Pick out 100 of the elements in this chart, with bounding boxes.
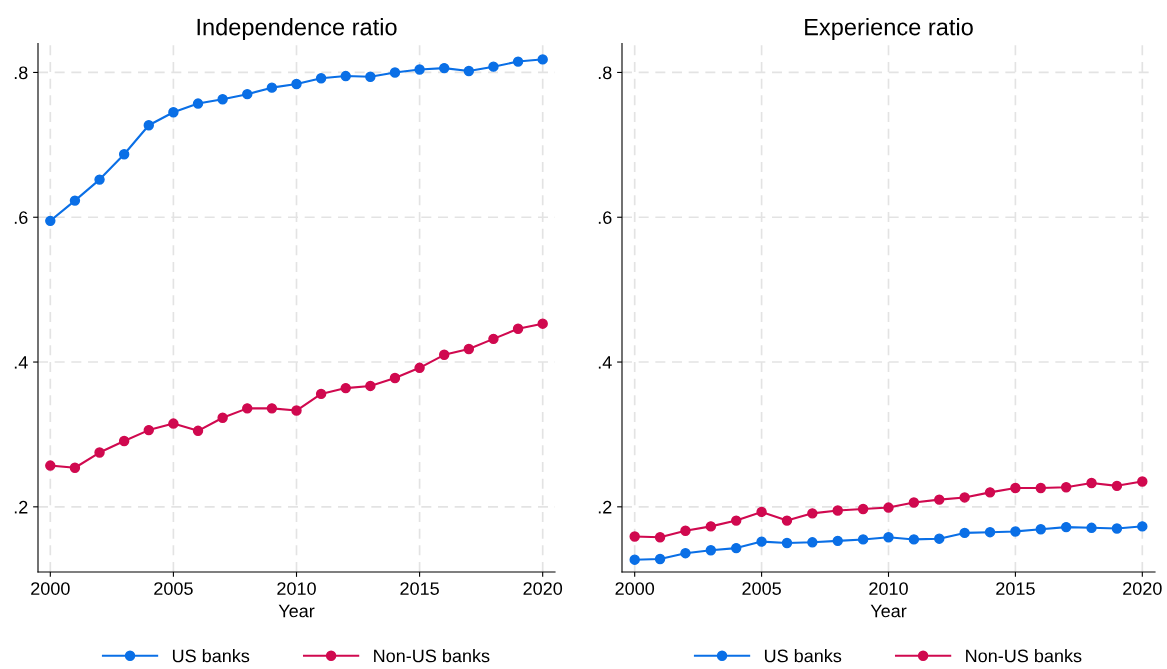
point	[389, 67, 401, 78]
point	[414, 362, 425, 374]
point	[1060, 521, 1072, 533]
point	[654, 553, 666, 565]
point	[680, 525, 691, 536]
point	[857, 503, 869, 515]
point	[217, 94, 228, 105]
x-tick-label: 2015	[400, 582, 439, 595]
point	[807, 537, 818, 548]
legend-label: US banks	[172, 649, 250, 663]
point	[857, 534, 869, 545]
point	[1137, 521, 1148, 532]
point	[266, 403, 278, 414]
point	[908, 534, 920, 545]
y-tick-label: .6	[14, 211, 28, 224]
y-tick-label: .2	[598, 500, 612, 514]
point	[439, 349, 450, 361]
y-tick-label: .8	[14, 66, 28, 80]
point	[94, 447, 105, 458]
x-tick-label: 2020	[523, 582, 563, 595]
y-tick-label: .6	[598, 211, 612, 224]
point	[315, 388, 327, 400]
point	[291, 78, 302, 90]
point	[291, 405, 302, 416]
point	[1035, 524, 1046, 535]
x-axis-title: Year	[870, 604, 907, 618]
point	[69, 195, 81, 206]
point	[537, 54, 548, 65]
point	[781, 515, 793, 526]
point	[45, 460, 56, 471]
point	[680, 547, 691, 559]
point	[439, 62, 450, 74]
point	[512, 56, 524, 67]
point	[1035, 482, 1046, 494]
point	[959, 527, 970, 539]
point	[118, 435, 130, 447]
point	[959, 492, 970, 503]
point	[984, 487, 996, 498]
point	[883, 502, 894, 513]
point	[731, 542, 742, 554]
point	[192, 98, 204, 109]
point	[705, 521, 717, 532]
x-tick-label: 2010	[869, 582, 908, 595]
point	[781, 537, 793, 549]
y-tick-label: .4	[598, 356, 612, 369]
point	[389, 372, 401, 384]
point	[365, 71, 376, 82]
y-tick-label: .2	[14, 500, 28, 514]
point	[756, 536, 767, 547]
point	[414, 64, 425, 75]
chart-title: Independence ratio	[197, 18, 397, 41]
point	[984, 526, 996, 538]
point	[266, 82, 278, 93]
point	[934, 533, 945, 544]
point	[192, 425, 204, 437]
point	[934, 494, 945, 505]
point	[488, 61, 499, 72]
point	[242, 403, 253, 414]
point	[315, 73, 327, 84]
point	[1111, 523, 1123, 534]
point	[1086, 477, 1097, 489]
x-tick-label: 2000	[615, 582, 655, 595]
point	[654, 532, 666, 543]
y-tick-label: .4	[14, 356, 28, 369]
x-tick-label: 2020	[1123, 582, 1162, 595]
point	[463, 343, 475, 355]
legend-label: Non-US banks	[374, 649, 490, 663]
point	[705, 545, 717, 556]
point	[488, 333, 499, 345]
point	[94, 174, 105, 185]
point	[512, 323, 524, 334]
point	[1010, 482, 1021, 494]
legend-label: Non-US banks	[966, 649, 1082, 663]
point	[1137, 476, 1148, 487]
point	[1010, 526, 1021, 537]
point	[340, 382, 351, 394]
point	[629, 554, 640, 565]
point	[168, 418, 179, 429]
point	[45, 215, 56, 227]
chart-title: Experience ratio	[805, 18, 973, 41]
point	[537, 318, 548, 329]
x-tick-label: 2010	[277, 582, 316, 595]
x-tick-label: 2005	[742, 582, 781, 595]
point	[340, 70, 351, 82]
point	[143, 120, 154, 131]
point	[883, 532, 894, 543]
point	[143, 424, 154, 436]
point	[217, 412, 228, 423]
point	[832, 535, 843, 547]
point	[365, 380, 376, 392]
y-tick-label: .8	[598, 66, 612, 80]
point	[168, 107, 179, 118]
point	[807, 508, 818, 519]
point	[832, 505, 843, 516]
point	[118, 149, 130, 160]
point	[242, 88, 253, 100]
point	[908, 497, 920, 508]
legend-label: US banks	[764, 649, 842, 663]
point	[1111, 480, 1123, 492]
point	[463, 65, 475, 77]
